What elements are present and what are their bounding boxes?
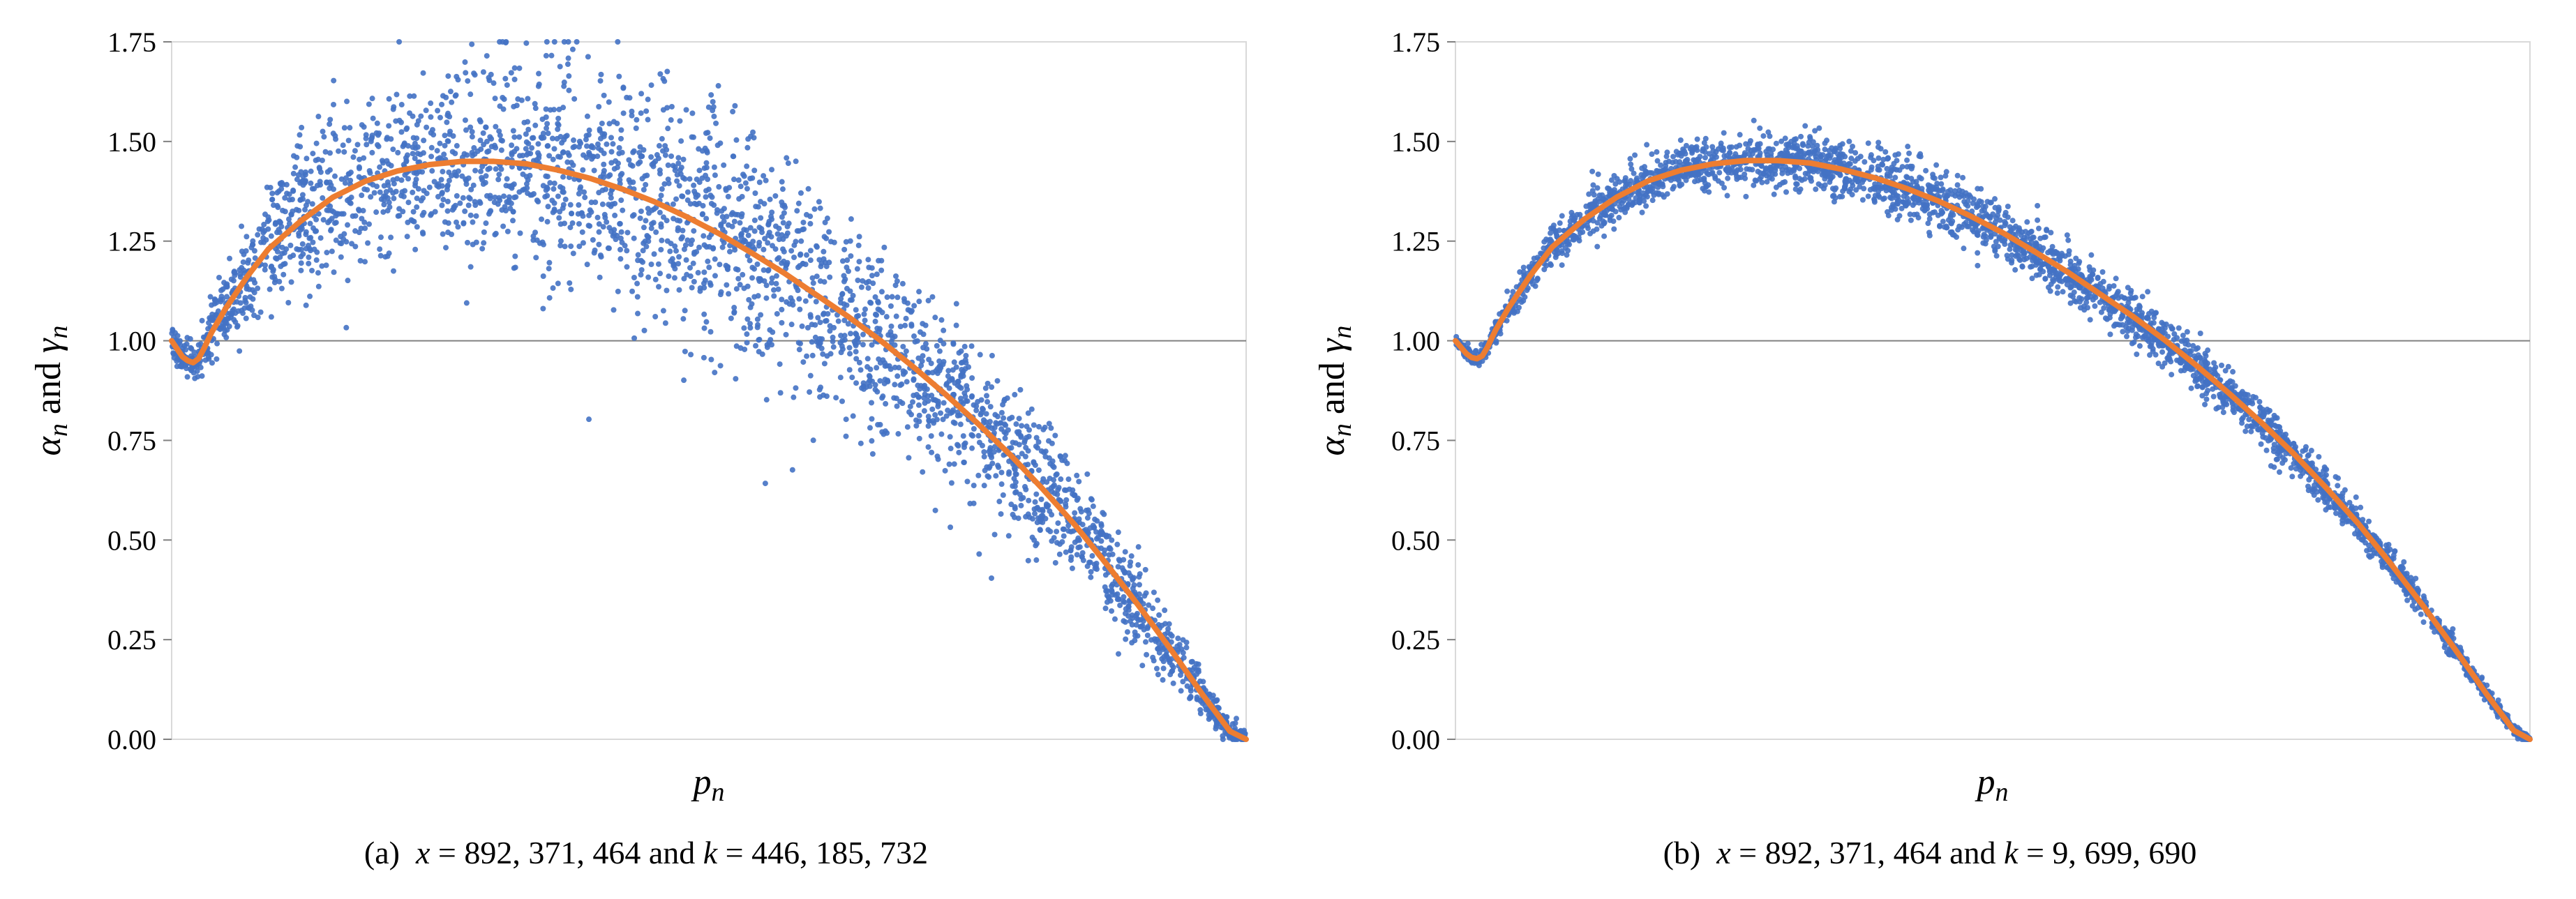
- chart-b: 0.000.250.500.751.001.251.501.75pnαn and…: [1302, 14, 2558, 823]
- svg-text:αn and γn: αn and γn: [29, 326, 73, 456]
- panel-a: 0.00 0.25 0.50 0.75 1.00 1.25 1.50 1.75 pn αn and…: [18, 14, 1274, 892]
- svg-text:0.75: 0.75: [107, 425, 156, 456]
- svg-text:pn: pn: [691, 762, 725, 807]
- svg-text:1.75: 1.75: [1391, 27, 1440, 58]
- caption-b: (b) x = 892, 371, 464 and k = 9, 699, 69…: [1663, 833, 2197, 873]
- svg-text:0.25: 0.25: [107, 624, 156, 656]
- caption-a: (a) x = 892, 371, 464 and k = 446, 185, …: [364, 833, 928, 873]
- svg-text:1.00: 1.00: [107, 326, 156, 357]
- svg-text:0.50: 0.50: [1391, 524, 1440, 556]
- svg-text:1.75: 1.75: [107, 27, 156, 58]
- svg-text:0.00: 0.00: [107, 724, 156, 755]
- svg-text:0.25: 0.25: [1391, 624, 1440, 656]
- panel-b: 0.000.250.500.751.001.251.501.75pnαn and…: [1302, 14, 2558, 892]
- svg-text:0.00: 0.00: [1391, 724, 1440, 755]
- svg-text:0.75: 0.75: [1391, 425, 1440, 456]
- svg-text:1.50: 1.50: [107, 126, 156, 158]
- svg-text:0.50: 0.50: [107, 524, 156, 556]
- svg-text:1.00: 1.00: [1391, 326, 1440, 357]
- svg-text:1.25: 1.25: [107, 226, 156, 257]
- chart-a: 0.00 0.25 0.50 0.75 1.00 1.25 1.50 1.75 pn αn and…: [18, 14, 1274, 823]
- svg-text:1.25: 1.25: [1391, 226, 1440, 257]
- svg-text:1.50: 1.50: [1391, 126, 1440, 158]
- figure-wrap: 0.00 0.25 0.50 0.75 1.00 1.25 1.50 1.75 pn αn and…: [0, 0, 2576, 899]
